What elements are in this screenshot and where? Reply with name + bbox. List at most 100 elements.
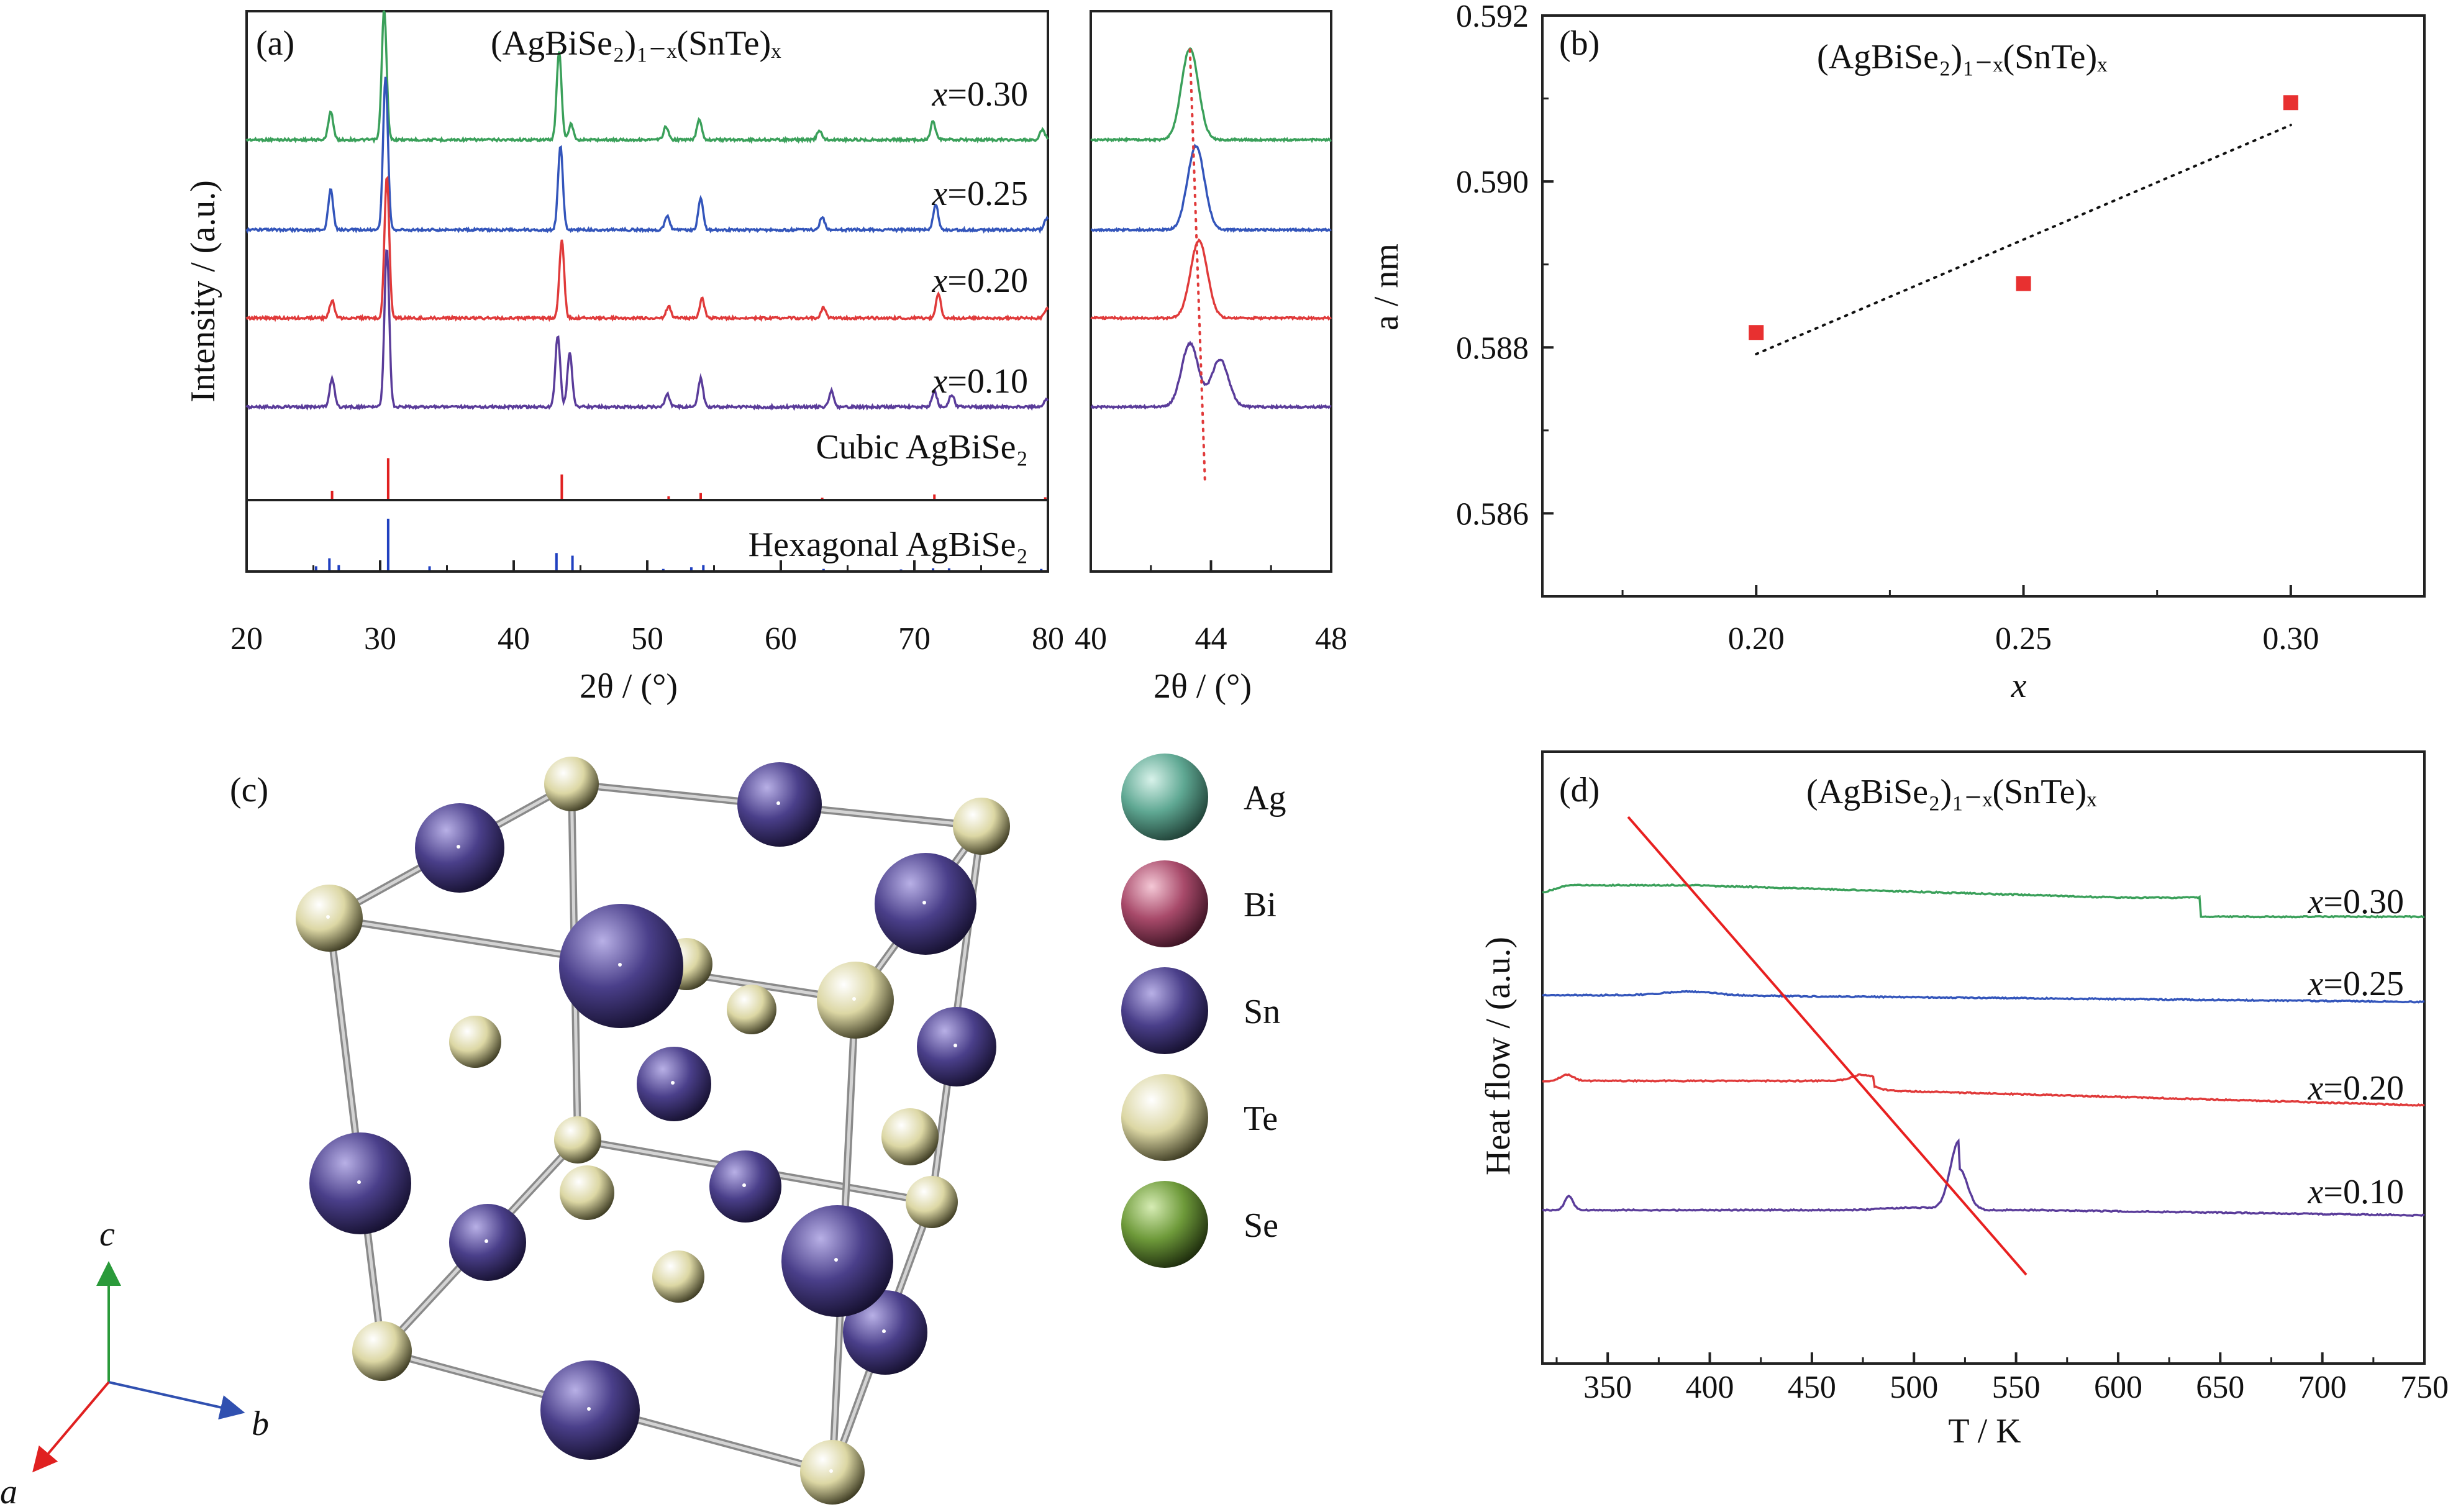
zoom-curve-x-0.20 [1090,238,1332,322]
atom-highlight [357,1180,361,1184]
legend-label-bi: Bi [1244,886,1277,924]
dsc-series-label: x=0.10 [2308,1173,2404,1211]
data-point [2283,95,2298,111]
xrd-series-label: x=0.20 [932,262,1028,300]
panel-a-label: (a) [256,24,294,63]
panel-d-label: (d) [1559,771,1600,809]
trend-line [1627,816,2027,1276]
xrd-curve-x-0.20 [245,175,1049,322]
panel-a-zoom-xtick-label: 44 [1195,621,1227,657]
ref-label-hexagonal: Hexagonal AgBiSe₂ [749,526,1028,564]
panel-a-ylabel: Intensity / (a.u.) [184,180,222,403]
panel-d-ylabel: Heat flow / (a.u.) [1479,937,1518,1175]
panel-a-xtick-label: 70 [898,621,931,657]
atom-te [652,1250,704,1303]
data-point [1749,325,1764,340]
dsc-curve-x-0.30 [1542,883,2425,919]
dsc-curve-x-0.25 [1542,990,2425,1004]
panel-d-xtick-label: 400 [1686,1370,1734,1405]
xrd-series-label: x=0.10 [932,362,1028,401]
panel-b-ytick-label: 0.592 [1456,0,1529,34]
panel-a-xlabel: 2θ / (°) [580,667,678,706]
fit-line [1755,124,2292,355]
panel-a-xtick-label: 30 [364,621,396,657]
panel-d-title: (AgBiSe₂)₁₋ₓ(SnTe)ₓ [1806,773,2097,811]
atom-te [881,1108,939,1165]
legend-sphere-te [1121,1074,1208,1161]
legend-sphere-bi [1121,860,1208,947]
atom-te [449,1016,501,1068]
atom-te [352,1321,412,1381]
panel-d-xlabel: T / K [1948,1412,2021,1451]
atom-highlight [834,1258,838,1262]
panel-c-structure: (c) Ag Bi Sn Te Se c b a [0,754,1286,1511]
panel-b-label: (b) [1559,24,1600,63]
atom-highlight [922,901,926,904]
panel-b-lattice: 0.20 0.25 0.30 0.586 0.588 0.590 0.592 (b) (Ag… [1367,0,2426,705]
atom-te [560,1165,614,1220]
xrd-series-label: x=0.30 [932,75,1028,114]
panel-d-dsc: 350 400 450 500 550 600 650 700 750 x=0.30 x=0.25… [1479,750,2449,1451]
ref-label-cubic: Cubic AgBiSe₂ [816,428,1028,467]
panel-b-ytick-label: 0.588 [1456,330,1529,366]
panel-a-zoom-xlabel: 2θ / (°) [1154,667,1252,706]
dsc-series-label: x=0.30 [2308,883,2404,921]
axis-a-label: a [0,1473,17,1511]
legend-label-te: Te [1244,1100,1278,1138]
panel-b-ytick-label: 0.590 [1456,165,1529,200]
panel-a-xtick-label: 50 [631,621,663,657]
panel-b-frame [1541,14,2426,598]
panel-a-xtick-label: 80 [1032,621,1064,657]
xrd-curve-x-0.30 [245,10,1049,144]
panel-b-xtick-label: 0.20 [1728,621,1785,657]
data-point [2016,276,2031,291]
zoom-curve-x-0.10 [1090,340,1332,410]
dsc-curve-x-0.20 [1542,1073,2425,1107]
panel-d-xtick-label: 750 [2400,1370,2449,1405]
panel-d-xtick-label: 500 [1890,1370,1938,1405]
panel-c-label: (c) [230,771,268,809]
xrd-curve-x-0.10 [245,249,1049,411]
panel-a-zoom-xtick-label: 48 [1315,621,1347,657]
panel-d-xtick-label: 600 [2094,1370,2142,1405]
atom-te [953,798,1010,855]
panel-d-xtick-label: 450 [1788,1370,1836,1405]
panel-a-title: (AgBiSe₂)₁₋ₓ(SnTe)ₓ [491,24,781,63]
panel-a-zoom-xtick-label: 40 [1075,621,1107,657]
axis-triad: c b a [0,1215,269,1511]
atom-highlight [742,1183,746,1187]
panel-a-xtick-label: 40 [498,621,530,657]
legend-label-se: Se [1244,1206,1278,1245]
atom-highlight [852,997,856,1001]
panel-a-frame [245,10,1049,573]
panel-a-zoom: 40 44 48 2θ / (°) [1075,10,1347,706]
panel-d-xtick-label: 650 [2196,1370,2244,1405]
panel-d-xtick-label: 700 [2298,1370,2347,1405]
axis-c-label: c [99,1215,115,1254]
atom-te [554,1116,601,1164]
dsc-curve-x-0.10 [1542,1138,2425,1218]
panel-b-xtick-label: 0.30 [2262,621,2319,657]
dsc-series-label: x=0.25 [2308,965,2404,1003]
axis-a-arrow [32,1381,110,1473]
atom-highlight [587,1407,591,1411]
atom-highlight [776,801,780,805]
atom-highlight [671,1081,675,1085]
panel-d-frame [1541,750,2426,1365]
atom-te [727,985,776,1034]
atom-highlight [485,1239,488,1243]
dsc-series-label: x=0.20 [2308,1069,2404,1108]
legend-sphere-sn [1121,967,1208,1054]
panel-b-xtick-label: 0.25 [1995,621,2052,657]
panel-b-xlabel: x [2011,667,2027,705]
panel-a-xtick-label: 20 [230,621,263,657]
atom-highlight [618,963,622,967]
axis-b-arrow [108,1381,245,1420]
zoom-curve-x-0.30 [1090,47,1332,143]
atom-highlight [829,1469,833,1473]
panel-d-xtick-label: 550 [1992,1370,2041,1405]
atom-highlight [326,915,330,919]
atom-highlight [953,1044,957,1047]
atom-te [906,1176,958,1228]
